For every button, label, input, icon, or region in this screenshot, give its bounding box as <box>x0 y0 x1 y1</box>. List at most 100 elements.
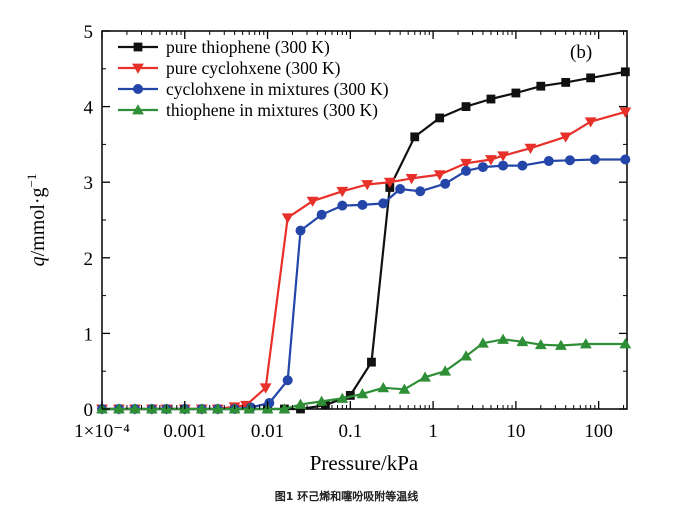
data-point <box>316 209 327 220</box>
data-point <box>461 165 472 176</box>
data-point <box>486 94 496 104</box>
legend-marker <box>132 63 144 74</box>
data-point <box>477 162 488 173</box>
data-point <box>559 132 572 143</box>
x-tick-label: 0.001 <box>163 421 206 442</box>
legend-entry: thiophene in mixtures (300 K) <box>118 100 378 120</box>
y-tick-label: 2 <box>84 249 94 270</box>
data-point <box>619 107 632 118</box>
x-tick-label: 10 <box>506 421 525 442</box>
y-tick-label: 1 <box>84 324 94 345</box>
data-point <box>511 88 521 98</box>
data-point <box>383 177 396 188</box>
x-tick-label: 1 <box>428 421 438 442</box>
series-3 <box>96 333 632 414</box>
data-point <box>555 339 567 350</box>
series-line <box>102 338 626 411</box>
data-point <box>584 117 597 128</box>
data-point <box>282 375 293 386</box>
data-point <box>295 225 306 236</box>
data-point <box>337 200 348 211</box>
data-point <box>405 174 418 185</box>
data-point <box>461 102 471 111</box>
data-point <box>579 338 592 349</box>
y-tick-label: 5 <box>84 22 94 43</box>
x-tick-label: 100 <box>584 421 613 442</box>
series-line <box>102 158 626 411</box>
data-point <box>536 81 546 91</box>
data-point <box>356 388 369 399</box>
y-tick-label: 4 <box>84 98 94 119</box>
data-point <box>281 213 294 224</box>
legend-marker <box>133 42 143 52</box>
data-point <box>435 113 445 123</box>
x-tick-label: 0.01 <box>251 421 284 442</box>
data-point <box>524 143 537 154</box>
legend-entry: cyclohxene in mixtures (300 K) <box>118 79 389 99</box>
data-point <box>485 155 497 166</box>
data-point <box>377 382 390 393</box>
data-point <box>516 335 529 347</box>
legend-marker <box>132 104 144 115</box>
data-point <box>315 395 328 406</box>
data-point <box>586 73 596 83</box>
legend-entry: pure thiophene (300 K) <box>118 37 330 57</box>
data-point <box>497 333 509 344</box>
data-point <box>620 154 631 165</box>
data-point <box>543 156 554 167</box>
data-point <box>419 371 431 382</box>
data-point <box>589 154 600 165</box>
data-point <box>395 184 406 195</box>
legend-label: pure cyclohxene (300 K) <box>166 58 341 78</box>
figure-caption: 图1 环己烯和噻吩吸附等温线 <box>274 490 419 503</box>
legend: pure thiophene (300 K)pure cyclohxene (3… <box>118 37 389 120</box>
data-point <box>361 180 374 191</box>
legend-label: cyclohxene in mixtures (300 K) <box>166 79 389 99</box>
data-point <box>460 350 472 361</box>
axes-layer: 1×10⁻⁴ 0.001 0.01 0.1 1 10 100 0 1 2 3 4 5 <box>74 22 627 442</box>
data-point <box>367 357 376 367</box>
data-point <box>398 383 411 394</box>
data-point <box>294 398 307 409</box>
data-point <box>113 403 125 414</box>
data-point <box>534 338 547 350</box>
data-point <box>497 151 509 162</box>
y-tick-label: 0 <box>84 400 94 421</box>
x-tick-label: 1×10⁻⁴ <box>74 421 130 442</box>
data-point <box>357 199 368 210</box>
data-point <box>278 403 291 414</box>
data-point <box>620 67 630 77</box>
data-point <box>195 403 208 414</box>
data-point <box>211 403 224 414</box>
series-line <box>102 70 626 411</box>
y-tick-label: 3 <box>84 173 94 194</box>
data-point <box>517 160 528 171</box>
data-point <box>336 392 349 403</box>
legend-marker <box>132 84 143 95</box>
data-point <box>336 186 349 198</box>
panel-label: (b) <box>570 42 592 63</box>
x-axis-label: Pressure/kPa <box>310 451 419 475</box>
data-point <box>561 78 571 87</box>
data-point <box>129 403 141 414</box>
data-point <box>306 196 319 207</box>
series-1 <box>96 107 632 415</box>
data-point <box>440 178 451 189</box>
data-point <box>410 132 420 142</box>
data-point <box>259 383 272 394</box>
data-point <box>433 170 446 181</box>
y-axis-label: q/mmol·g−1 <box>24 174 49 267</box>
legend-label: thiophene in mixtures (300 K) <box>166 100 378 120</box>
data-point <box>498 160 509 171</box>
data-point <box>460 158 472 170</box>
x-tick-label: 0.1 <box>338 421 362 442</box>
legend-entry: pure cyclohxene (300 K) <box>118 58 341 78</box>
data-point <box>619 338 632 349</box>
data-point <box>477 337 489 348</box>
legend-label: pure thiophene (300 K) <box>166 37 330 57</box>
data-point <box>564 155 575 166</box>
data-point <box>415 186 426 197</box>
data-point <box>378 198 389 209</box>
data-point <box>439 365 452 376</box>
